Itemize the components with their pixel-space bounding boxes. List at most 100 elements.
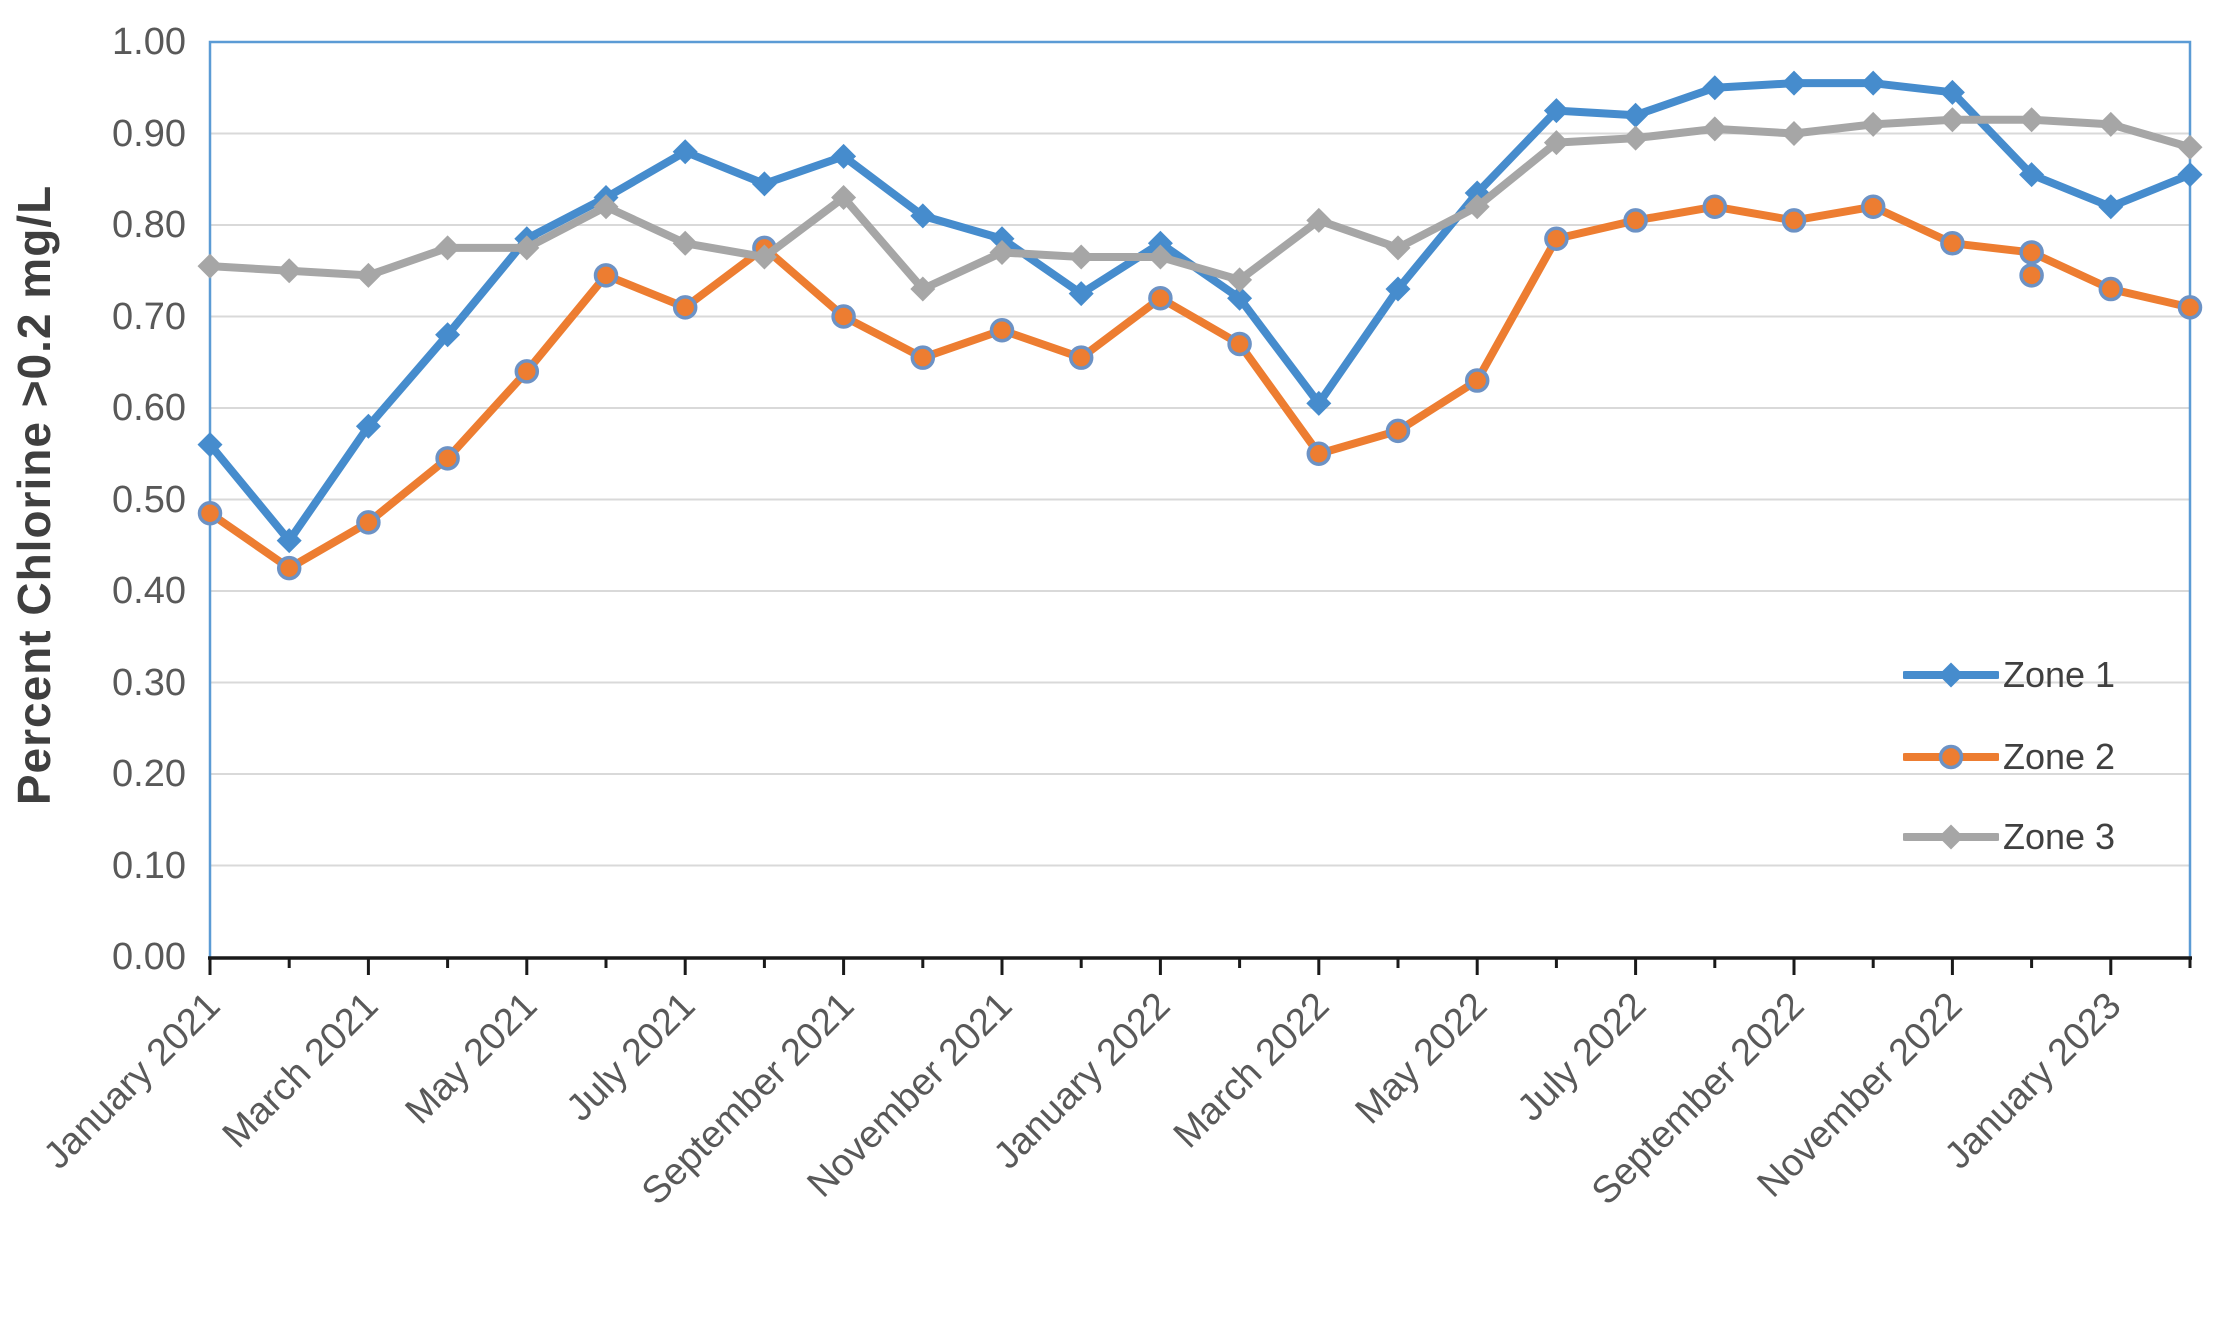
y-axis-tick-label: 0.70 xyxy=(112,295,186,338)
data-point-marker xyxy=(2019,240,2044,265)
data-point-marker xyxy=(2177,295,2203,320)
legend-line-swatch xyxy=(1903,824,1999,850)
legend-line-swatch xyxy=(1903,744,1999,770)
data-point-marker xyxy=(1702,194,1728,219)
data-point-marker xyxy=(435,446,460,471)
data-point-marker xyxy=(672,139,698,165)
data-point-marker xyxy=(514,359,540,384)
legend-label: Zone 2 xyxy=(2003,736,2116,777)
legend-item-zone-3: Zone 3 xyxy=(1903,813,2115,861)
series-zone-3 xyxy=(197,107,2203,302)
data-point-marker xyxy=(435,322,461,348)
data-point-marker xyxy=(1306,441,1332,466)
series-line xyxy=(206,202,2194,573)
data-point-marker xyxy=(2098,276,2124,302)
data-point-marker xyxy=(1860,70,1886,96)
data-point-marker xyxy=(1306,207,1332,233)
data-point-marker xyxy=(514,235,540,261)
data-point-marker xyxy=(831,143,857,169)
data-point-marker xyxy=(1938,744,1964,770)
data-point-marker xyxy=(2019,162,2045,188)
data-point-marker xyxy=(1385,235,1411,261)
data-point-marker xyxy=(1860,194,1886,219)
legend-line-swatch xyxy=(1903,662,1999,688)
data-point-marker xyxy=(276,258,302,284)
data-point-marker xyxy=(356,510,381,535)
y-axis-tick-label: 0.80 xyxy=(112,204,186,246)
data-point-marker xyxy=(1938,662,1964,688)
data-point-marker xyxy=(989,317,1015,343)
plot-area xyxy=(197,40,2203,975)
data-point-marker xyxy=(1702,75,1728,101)
data-point-marker xyxy=(751,244,777,270)
y-axis-tick-label: 0.10 xyxy=(112,844,186,887)
series-zone-2 xyxy=(197,194,2203,581)
data-point-marker xyxy=(1543,130,1569,156)
data-point-marker xyxy=(1227,285,1253,311)
data-point-marker xyxy=(593,194,619,220)
data-point-marker xyxy=(1781,208,1807,233)
data-point-marker xyxy=(2177,134,2203,160)
legend-item-zone-1: Zone 1 xyxy=(1903,651,2115,699)
series-zone-1 xyxy=(197,70,2203,554)
data-point-marker xyxy=(672,230,698,256)
series-line xyxy=(206,115,2194,294)
data-point-marker xyxy=(1306,390,1332,416)
legend-label: Zone 1 xyxy=(2003,654,2116,695)
data-point-marker xyxy=(593,263,619,288)
data-point-marker xyxy=(197,253,223,279)
data-point-marker xyxy=(751,171,777,197)
data-point-marker xyxy=(2098,111,2124,137)
y-axis-tick-label: 0.60 xyxy=(112,387,186,429)
data-point-marker xyxy=(1781,121,1807,146)
data-point-marker xyxy=(1227,331,1252,357)
data-point-marker xyxy=(1939,107,1965,133)
plot-border xyxy=(208,40,2192,957)
y-axis-tick-label: 0.40 xyxy=(112,570,186,612)
data-point-marker xyxy=(1464,194,1490,220)
series-line xyxy=(206,79,2194,545)
data-point-marker xyxy=(276,555,302,581)
legend-item-zone-2: Zone 2 xyxy=(1903,733,2115,781)
data-point-marker xyxy=(672,295,698,320)
data-point-marker xyxy=(1544,226,1569,251)
data-point-marker xyxy=(1702,116,1728,142)
data-point-marker xyxy=(2019,263,2044,288)
data-point-marker xyxy=(1939,79,1965,105)
data-point-marker xyxy=(1148,285,1173,311)
data-point-marker xyxy=(1227,267,1253,293)
y-axis-tick-label: 0.00 xyxy=(112,936,186,978)
data-point-marker xyxy=(1147,230,1173,256)
data-point-marker xyxy=(1464,368,1490,393)
data-point-marker xyxy=(1781,70,1807,96)
data-point-marker xyxy=(1940,231,1965,256)
y-axis-tick-label: 1.00 xyxy=(112,21,186,63)
data-point-marker xyxy=(910,345,936,370)
data-point-marker xyxy=(1385,276,1411,302)
data-point-marker xyxy=(1623,125,1649,151)
data-point-marker xyxy=(1938,824,1964,850)
data-point-marker xyxy=(1147,244,1173,270)
y-axis-tick-label: 0.30 xyxy=(112,661,186,704)
data-point-marker xyxy=(831,304,856,329)
data-point-marker xyxy=(1068,281,1094,307)
data-point-marker xyxy=(910,203,936,229)
data-point-marker xyxy=(989,226,1015,252)
data-point-marker xyxy=(2019,107,2045,133)
data-point-marker xyxy=(197,500,223,526)
y-axis-tick-label: 0.20 xyxy=(112,753,186,795)
y-axis-tick-label: 0.90 xyxy=(112,112,186,155)
y-axis-tick-label: 0.50 xyxy=(112,478,186,521)
data-point-marker xyxy=(197,432,223,458)
data-point-marker xyxy=(2177,162,2203,188)
data-point-marker xyxy=(1860,111,1886,137)
data-point-marker xyxy=(1623,102,1649,128)
data-point-marker xyxy=(355,262,381,288)
data-point-marker xyxy=(989,239,1015,265)
data-point-marker xyxy=(355,413,381,439)
legend-label: Zone 3 xyxy=(2003,816,2116,857)
data-point-marker xyxy=(1068,345,1094,370)
data-point-marker xyxy=(435,235,461,261)
data-point-marker xyxy=(1543,98,1569,124)
data-point-marker xyxy=(2098,194,2124,220)
